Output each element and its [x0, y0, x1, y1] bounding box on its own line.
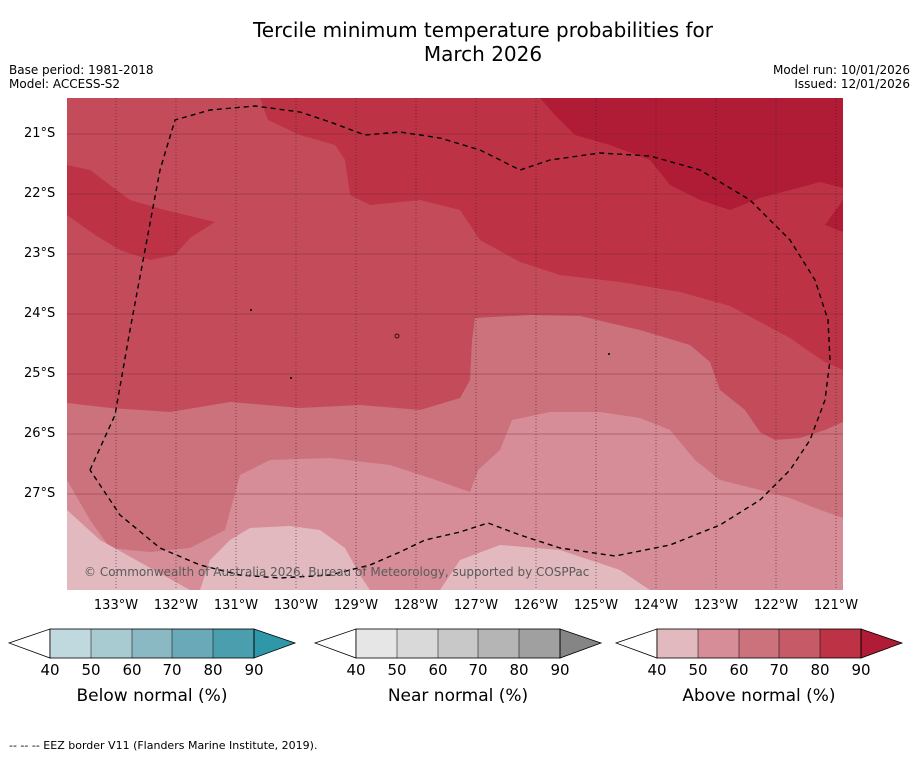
eez-footnote: -- -- -- EEZ border V11 (Flanders Marine… [9, 739, 318, 752]
lon-label: 127°W [453, 598, 499, 613]
cb-tick: 40 [40, 661, 60, 679]
cb-seg [698, 629, 739, 658]
model-run: Model run: 10/01/2026 [772, 63, 910, 77]
probability-map [67, 98, 843, 590]
eez-border [89, 105, 831, 579]
lat-label: 22°S [24, 186, 56, 201]
cb-tick: 90 [851, 661, 871, 679]
cb-seg [820, 629, 861, 658]
issued-date: Issued: 12/01/2026 [794, 77, 910, 91]
lon-label: 129°W [333, 598, 379, 613]
region-40-50 [67, 510, 190, 590]
lat-label: 23°S [24, 246, 56, 261]
cb-seg [397, 629, 438, 658]
region-80-90 [67, 165, 215, 260]
cb-seg [478, 629, 519, 658]
cb-seg [519, 629, 560, 658]
cb-seg [91, 629, 132, 658]
model-name: Model: ACCESS-S2 [9, 77, 121, 91]
lon-label: 124°W [633, 598, 679, 613]
cb-seg [559, 628, 603, 659]
title-line-1: Tercile minimum temperature probabilitie… [252, 18, 714, 42]
lon-label: 121°W [813, 598, 859, 613]
near-normal-colorbar [314, 628, 603, 659]
above-normal-colorbar [615, 628, 904, 659]
cb-tick: 70 [769, 661, 789, 679]
lon-label: 126°W [513, 598, 559, 613]
lon-label: 122°W [753, 598, 799, 613]
islands [250, 309, 610, 379]
copyright-note: © Commonwealth of Australia 2026, Bureau… [84, 565, 590, 579]
lat-label: 24°S [24, 306, 56, 321]
cb-tick: 70 [468, 661, 488, 679]
base-period: Base period: 1981-2018 [9, 63, 154, 77]
chart-title: Tercile minimum temperature probabilitie… [0, 18, 919, 66]
cb-tick: 70 [162, 661, 182, 679]
below-normal-colorbar [8, 628, 297, 659]
lon-label: 131°W [213, 598, 259, 613]
cb-seg [860, 628, 904, 659]
cb-seg [739, 629, 779, 658]
region-90 [825, 200, 843, 232]
region-40-50 [200, 526, 370, 590]
cb-seg [779, 629, 820, 658]
cb-tick: 60 [122, 661, 142, 679]
cb-seg [253, 628, 297, 659]
lon-label: 125°W [573, 598, 619, 613]
cb-seg [615, 628, 658, 659]
lat-label: 21°S [24, 126, 56, 141]
meta-right: Model run: 10/01/2026 Issued: 12/01/2026 [773, 63, 910, 91]
cb-tick: 80 [810, 661, 830, 679]
lat-label: 26°S [24, 426, 56, 441]
cb-tick: 60 [428, 661, 448, 679]
lon-label: 123°W [693, 598, 739, 613]
cb-tick: 50 [81, 661, 101, 679]
cb-seg [8, 628, 51, 659]
cb-seg [438, 629, 478, 658]
cb-seg [314, 628, 357, 659]
lat-gridlines [67, 133, 843, 495]
lon-label: 132°W [153, 598, 199, 613]
region-40-50 [440, 545, 650, 590]
near-normal-label: Near normal (%) [387, 686, 529, 706]
cb-tick: 90 [550, 661, 570, 679]
lon-gridlines [115, 98, 837, 590]
lat-label: 27°S [24, 486, 56, 501]
lat-label: 25°S [24, 366, 56, 381]
cb-tick: 90 [244, 661, 264, 679]
cb-seg [213, 629, 254, 658]
lon-label: 130°W [273, 598, 319, 613]
below-normal-label: Below normal (%) [76, 686, 228, 706]
above-normal-label: Above normal (%) [682, 686, 836, 706]
cb-tick: 50 [688, 661, 708, 679]
cb-tick: 40 [346, 661, 366, 679]
title-line-2: March 2026 [423, 42, 543, 66]
cb-tick: 80 [509, 661, 529, 679]
cb-seg [657, 629, 698, 658]
region-90 [540, 98, 843, 210]
cb-tick: 80 [203, 661, 223, 679]
cb-seg [172, 629, 213, 658]
lon-label: 133°W [93, 598, 139, 613]
cb-tick: 50 [387, 661, 407, 679]
lon-label: 128°W [393, 598, 439, 613]
cb-seg [132, 629, 172, 658]
cb-tick: 60 [729, 661, 749, 679]
meta-left: Base period: 1981-2018 Model: ACCESS-S2 [9, 63, 154, 91]
cb-tick: 40 [647, 661, 667, 679]
cb-seg [356, 629, 397, 658]
cb-seg [50, 629, 91, 658]
